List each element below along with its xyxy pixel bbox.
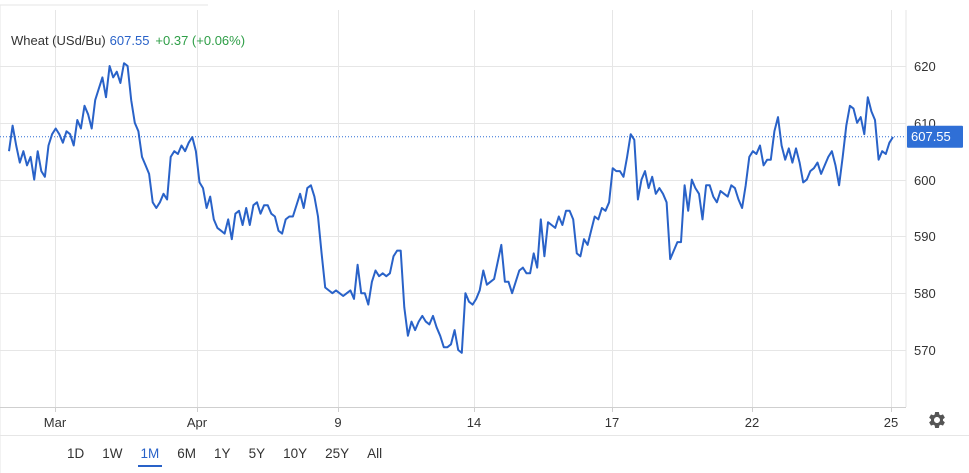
- y-tick-label: 570: [914, 343, 936, 358]
- range-button-25y[interactable]: 25Y: [325, 446, 350, 461]
- x-tick-label: Mar: [44, 415, 67, 430]
- x-tick-label: 25: [884, 415, 898, 430]
- y-tick-label: 600: [914, 173, 936, 188]
- range-button-1y[interactable]: 1Y: [214, 446, 231, 461]
- gear-icon[interactable]: [927, 410, 947, 430]
- range-button-1m[interactable]: 1M: [132, 444, 169, 467]
- current-price: 607.55: [109, 33, 150, 48]
- y-tick-label: 620: [914, 59, 936, 74]
- vertical-gridlines: [55, 10, 892, 412]
- range-button-1w[interactable]: 1W: [102, 446, 123, 461]
- instrument-name: Wheat (USd/Bu): [11, 33, 106, 48]
- instrument-header: Wheat (USd/Bu) 607.55 +0.37 (+0.06%): [11, 33, 245, 48]
- price-change: +0.37 (+0.06%): [155, 33, 246, 48]
- x-axis-labels: Mar Apr 9 14 17 22 25: [44, 415, 898, 430]
- last-price-tag: 607.55: [907, 125, 963, 148]
- range-button-5y[interactable]: 5Y: [248, 446, 266, 461]
- horizontal-gridlines: [0, 66, 906, 351]
- range-selector: 1D 1W 1M 6M 1Y 5Y 10Y 25Y All: [58, 444, 391, 467]
- y-tick-label: 580: [914, 286, 936, 301]
- x-tick-label: 22: [745, 415, 759, 430]
- range-button-10y[interactable]: 10Y: [283, 446, 308, 461]
- x-tick-label: 17: [605, 415, 619, 430]
- price-series-line: [8, 62, 894, 354]
- x-tick-label: 14: [467, 415, 481, 430]
- y-tick-label: 590: [914, 229, 936, 244]
- range-button-1d[interactable]: 1D: [67, 446, 85, 461]
- last-price-tag-text: 607.55: [911, 129, 951, 144]
- range-button-6m[interactable]: 6M: [177, 446, 197, 461]
- range-button-all[interactable]: All: [367, 446, 383, 461]
- x-tick-label: Apr: [187, 415, 208, 430]
- x-tick-label: 9: [334, 415, 341, 430]
